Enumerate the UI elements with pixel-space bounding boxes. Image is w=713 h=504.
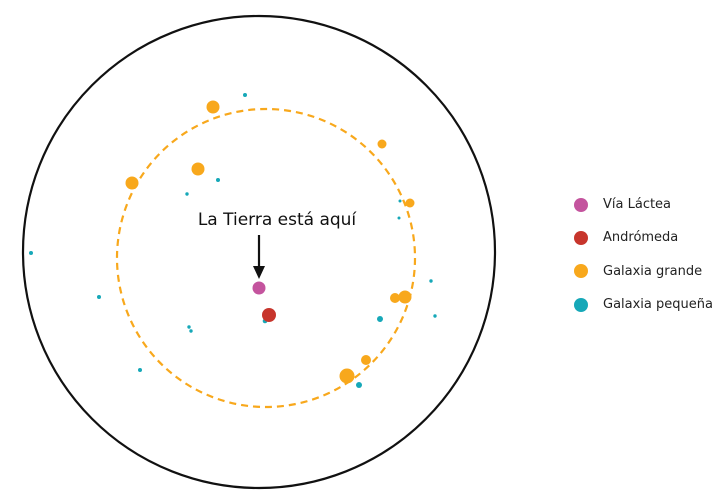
galaxy-markers [29, 93, 437, 388]
annotation-label: La Tierra está aquí [198, 210, 358, 230]
small-galaxy-dot [398, 199, 402, 203]
large-galaxy-dot [377, 139, 387, 149]
legend-item-small-galaxy: Galaxia pequeña [574, 288, 713, 321]
small-galaxy-dot [433, 314, 437, 318]
small-galaxy-dot [185, 192, 189, 196]
small-galaxy-dot [429, 279, 433, 283]
legend-label-small-galaxy: Galaxia pequeña [603, 297, 713, 313]
small-galaxy-dot [187, 325, 191, 329]
small-galaxy-dot [189, 329, 193, 333]
large-galaxy-dot [390, 293, 400, 303]
legend-swatch-large-galaxy [574, 264, 588, 279]
small-galaxy-dot [377, 316, 383, 322]
legend-swatch-milky-way [574, 197, 588, 212]
large-galaxy-dot [191, 162, 205, 176]
large-galaxy-dot [206, 100, 220, 114]
small-galaxy-dot [356, 382, 362, 388]
small-galaxy-dot [97, 295, 101, 299]
large-galaxy-dot [405, 198, 415, 208]
large-galaxy-dot [398, 290, 412, 304]
large-galaxy-dot [339, 368, 355, 384]
small-galaxy-dot [29, 251, 33, 255]
legend-label-milky-way: Vía Láctea [603, 197, 672, 213]
milky-way-dot [252, 281, 266, 295]
annotation-arrow-head [253, 266, 265, 279]
small-galaxy-dot [216, 178, 220, 182]
legend-swatch-andromeda [574, 230, 588, 245]
small-galaxy-dot [397, 216, 401, 220]
large-galaxy-dot [125, 176, 139, 190]
legend-label-andromeda: Andrómeda [603, 230, 679, 246]
outer-boundary-circle [21, 14, 497, 490]
dashed-ring [115, 107, 417, 409]
legend-item-andromeda: Andrómeda [574, 221, 713, 254]
large-galaxy-dot [361, 355, 371, 365]
small-galaxy-dot [138, 368, 142, 372]
legend-label-large-galaxy: Galaxia grande [603, 263, 703, 279]
legend-swatch-small-galaxy [574, 297, 588, 312]
legend-item-large-galaxy: Galaxia grande [574, 255, 713, 288]
andromeda-dot [262, 308, 276, 322]
legend: Vía Láctea Andrómeda Galaxia grande Gala… [574, 188, 713, 321]
legend-item-milky-way: Vía Láctea [574, 188, 713, 221]
small-galaxy-dot [243, 93, 247, 97]
